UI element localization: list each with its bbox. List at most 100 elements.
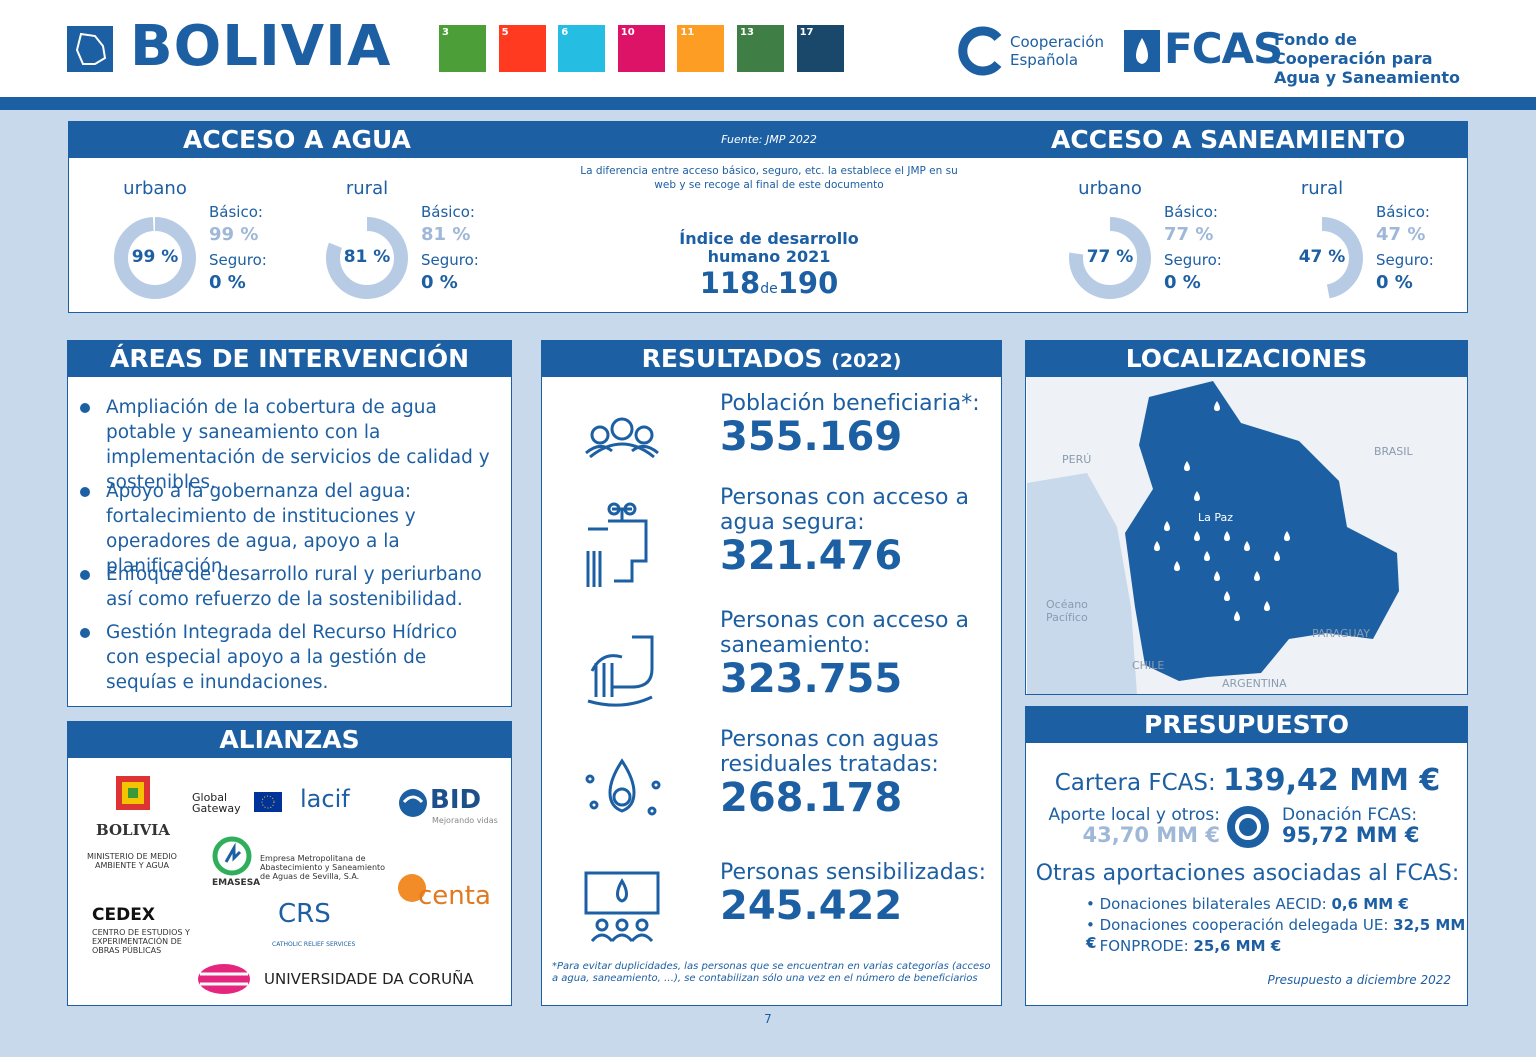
donation-label: Donación FCAS:	[1282, 805, 1418, 825]
area-item: Enfoque de desarrollo rural y periurbano…	[80, 562, 496, 612]
aecid-logo	[958, 26, 1002, 76]
result-icons	[584, 417, 661, 943]
map-drop	[1214, 571, 1220, 581]
map-drop	[1204, 551, 1210, 561]
result-item: Personas con aguas residuales tratadas: 2…	[720, 727, 990, 819]
other-item: • Donaciones cooperación delegada UE: 32…	[1086, 916, 1466, 952]
map-label: BRASIL	[1374, 445, 1413, 458]
result-item: Población beneficiaria*: 355.169	[720, 391, 990, 458]
other-label: Donaciones bilaterales AECID:	[1099, 895, 1327, 913]
other-value: 25,6 MM €	[1193, 937, 1282, 955]
bolivia-icon	[67, 26, 113, 72]
result-item: Personas sensibilizadas: 245.422	[720, 860, 990, 927]
other-title: Otras aportaciones asociadas al FCAS:	[1035, 861, 1460, 886]
sdg-number: 13	[740, 27, 754, 38]
portfolio: Cartera FCAS: 139,42 MM €	[1026, 763, 1469, 798]
map-drop	[1154, 541, 1160, 551]
map-label: ARGENTINA	[1222, 677, 1287, 690]
results-panel: RESULTADOS (2022) Población beneficiaria…	[541, 340, 1002, 1006]
idh-de: de	[760, 281, 778, 297]
results-footnote: *Para evitar duplicidades, las personas …	[552, 961, 991, 984]
safe-value: 0 %	[1164, 272, 1201, 293]
map-label: PARAGUAY	[1312, 627, 1370, 640]
areas-panel: ÁREAS DE INTERVENCIÓN Ampliación de la c…	[67, 340, 512, 707]
result-label: Personas con acceso a agua segura:	[720, 485, 969, 535]
map-label: CHILE	[1132, 659, 1165, 672]
area-label: urbano	[123, 178, 187, 199]
lacif: lacif	[300, 785, 350, 813]
donation-value: 95,72 MM €	[1282, 823, 1420, 847]
map-drop	[1224, 531, 1230, 541]
basic-value: 47 %	[1376, 224, 1426, 245]
sdg-tile: 13	[737, 25, 784, 72]
sdg-tile: 6	[558, 25, 606, 72]
safe-value: 0 %	[421, 272, 458, 293]
sdg-tile: 3	[439, 25, 486, 72]
donut-arc	[114, 217, 196, 299]
access-strip: ACCESO A AGUA Fuente: JMP 2022 ACCESO A …	[69, 122, 1467, 158]
sdg-number: 3	[442, 27, 449, 38]
locations-title: LOCALIZACIONES	[1026, 341, 1467, 377]
other-value: 32,5 MM €	[1086, 916, 1466, 952]
safe-label: Seguro:	[1164, 251, 1222, 269]
safe-label: Seguro:	[421, 251, 479, 269]
map-drop	[1224, 591, 1230, 601]
areas-title: ÁREAS DE INTERVENCIÓN	[68, 341, 511, 377]
idh: 118de190	[669, 266, 869, 300]
basic-label: Básico:	[1164, 203, 1218, 221]
header-bar	[0, 97, 1536, 110]
basic-value: 99 %	[209, 224, 259, 245]
map-label: Océano Pacífico	[1046, 598, 1088, 624]
donut-arc	[1069, 217, 1151, 299]
idh-label: Índice de desarrollo humano 2021	[679, 229, 859, 266]
other-item: • Donaciones bilaterales AECID: 0,6 MM €	[1086, 895, 1409, 913]
basic-label: Básico:	[1376, 203, 1430, 221]
result-value: 268.178	[720, 775, 903, 821]
fcas-name: Fondo de Cooperación para Agua y Saneami…	[1274, 30, 1460, 87]
area-label: rural	[1300, 178, 1344, 199]
sdg-tile: 5	[498, 25, 546, 72]
other-item: • FONPRODE: 25,6 MM €	[1086, 937, 1282, 955]
map-drop	[1274, 551, 1280, 561]
idh-rank: 118	[699, 266, 761, 300]
cedex: CEDEX	[92, 905, 155, 925]
result-value: 245.422	[720, 883, 903, 929]
area-label: urbano	[1078, 178, 1142, 199]
eu-flag	[254, 792, 282, 812]
safe-label: Seguro:	[1376, 251, 1434, 269]
area-label: rural	[345, 178, 389, 199]
partner-name: Cooperación Española	[1010, 33, 1105, 69]
map-drop	[1254, 571, 1260, 581]
sdg-number: 11	[680, 27, 695, 38]
page-number: 7	[764, 1012, 772, 1026]
map-drop	[1244, 541, 1250, 551]
water-title: ACCESO A AGUA	[183, 125, 411, 154]
donut-label: 47 %	[1298, 247, 1346, 267]
ministry: MINISTERIO DE MEDIO AMBIENTE Y AGUA	[87, 852, 177, 870]
area-item: Ampliación de la cobertura de agua potab…	[80, 395, 496, 495]
safe-label: Seguro:	[209, 251, 267, 269]
jmp-note: La diferencia entre acceso básico, segur…	[580, 165, 958, 191]
donut-arc	[326, 217, 408, 299]
map-drop	[1234, 611, 1240, 621]
donut-layer	[114, 217, 1363, 299]
emasesa-name: Empresa Metropolitana de Abastecimiento …	[260, 854, 386, 881]
global-gateway: Global Gateway	[192, 791, 241, 815]
result-label: Personas con acceso a saneamiento:	[720, 608, 969, 658]
result-value: 355.169	[720, 414, 903, 460]
access-panel: ACCESO A AGUA Fuente: JMP 2022 ACCESO A …	[68, 121, 1468, 313]
bid-sub: Mejorando vidas	[432, 816, 498, 825]
result-label: Población beneficiaria*:	[720, 391, 980, 416]
results-title: RESULTADOS	[641, 344, 823, 373]
area-item: Apoyo a la gobernanza del agua: fortalec…	[80, 479, 496, 579]
portfolio-value: 139,42 MM €	[1223, 763, 1441, 798]
sdg-tile: 11	[677, 25, 725, 72]
other-label: Donaciones cooperación delegada UE:	[1099, 916, 1389, 934]
bolivia-logo: BOLIVIA	[96, 821, 170, 839]
result-label: Personas sensibilizadas:	[720, 860, 987, 885]
safe-value: 0 %	[209, 272, 246, 293]
result-value: 321.476	[720, 533, 903, 579]
local-value: 43,70 MM €	[1082, 823, 1220, 847]
sdg-number: 17	[799, 27, 814, 38]
